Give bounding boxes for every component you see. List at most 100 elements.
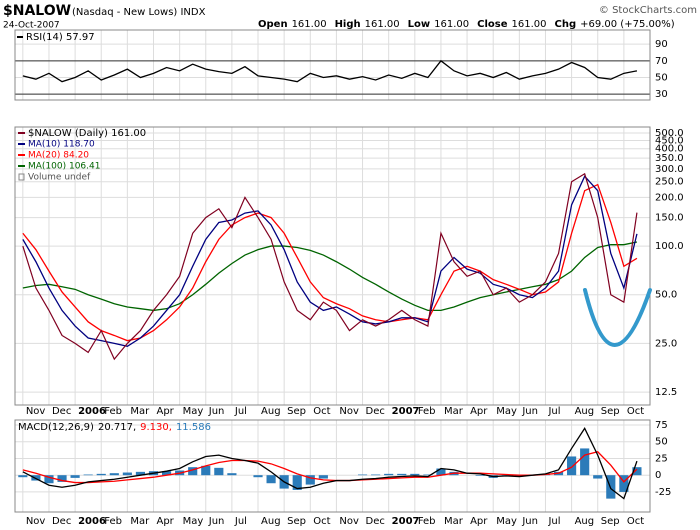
x-tick-label: Jun — [208, 516, 225, 527]
x-tick-label: 2007 — [392, 406, 420, 417]
y-tick-label: 30 — [655, 89, 668, 100]
histogram-bar — [475, 475, 485, 476]
legend-entry: $NALOW (Daily) 161.00 — [28, 128, 146, 139]
histogram-bar — [44, 475, 54, 484]
quote-value: +69.00 (+75.00%) — [580, 19, 675, 30]
x-tick-label: Dec — [52, 516, 71, 527]
x-tick-label: Jun — [521, 406, 538, 417]
histogram-bar — [266, 475, 276, 484]
histogram-bar — [580, 448, 590, 476]
quote-value: 161.00 — [434, 19, 469, 30]
y-tick-label: 12.5 — [655, 387, 677, 398]
quote-label: Close — [477, 19, 508, 30]
x-tick-label: Nov — [26, 406, 46, 417]
histogram-bar — [305, 475, 315, 485]
legend-entry: MA(20) 84.20 — [28, 151, 89, 161]
panel-frame — [14, 126, 651, 406]
annotation-curve — [583, 288, 652, 347]
y-tick-label: 350.0 — [655, 153, 684, 164]
histogram-bar — [423, 474, 433, 476]
histogram-bar — [436, 468, 446, 476]
x-tick-label: May — [183, 516, 204, 527]
symbol: $NALOW — [3, 3, 71, 19]
x-tick-label: Oct — [313, 516, 330, 527]
x-tick-label: Oct — [627, 406, 644, 417]
y-tick-label: -25 — [655, 487, 671, 498]
x-tick-label: Nov — [339, 516, 359, 527]
y-tick-label: 500.0 — [655, 128, 684, 139]
x-tick-label: Jul — [234, 516, 247, 527]
x-tick-label: Aug — [575, 406, 595, 417]
legend-marker — [18, 173, 25, 181]
y-tick-label: 400.0 — [655, 144, 684, 155]
x-tick-label: Mar — [130, 406, 150, 417]
x-tick-label: Dec — [366, 406, 385, 417]
histogram-bar — [109, 473, 119, 476]
histogram-bar — [122, 472, 132, 476]
histogram-bar — [593, 475, 603, 479]
series-line — [22, 427, 638, 500]
histogram-bar — [214, 467, 224, 476]
x-tick-label: Oct — [313, 406, 330, 417]
histogram-bar — [292, 475, 302, 490]
x-tick-label: Jun — [208, 406, 225, 417]
x-tick-label: Mar — [444, 406, 464, 417]
macd-title: MACD(12,26,9) — [18, 422, 94, 433]
y-tick-label: 70 — [655, 56, 668, 67]
x-tick-label: Apr — [470, 406, 488, 417]
histogram-bar — [619, 475, 629, 492]
series-line — [22, 172, 638, 361]
panel-frame — [14, 419, 651, 513]
quote-label: High — [335, 19, 361, 30]
y-tick-label: 50.0 — [655, 290, 677, 301]
quote-label: Chg — [555, 19, 577, 30]
histogram-bar — [83, 474, 93, 476]
x-tick-label: Jul — [234, 406, 247, 417]
x-tick-label: May — [496, 406, 517, 417]
panel-frame — [14, 29, 651, 101]
x-tick-label: Mar — [444, 516, 464, 527]
legend-entry: MA(100) 106.41 — [28, 162, 100, 172]
x-tick-label: Aug — [261, 516, 281, 527]
copyright: © StockCharts.com — [599, 5, 697, 16]
series-line — [22, 59, 638, 83]
x-tick-label: Sep — [287, 406, 306, 417]
histogram-bar — [632, 467, 642, 476]
x-tick-label: Apr — [470, 516, 488, 527]
histogram-bar — [70, 475, 80, 478]
x-tick-label: Jul — [547, 516, 560, 527]
x-tick-label: 2007 — [392, 516, 420, 527]
y-tick-label: 250.0 — [655, 177, 684, 188]
x-tick-label: Sep — [287, 516, 306, 527]
histogram-bar — [357, 474, 368, 476]
quote-value: 161.00 — [512, 19, 547, 30]
x-tick-label: Nov — [26, 516, 46, 527]
quote-value: 161.00 — [292, 19, 327, 30]
date: 24-Oct-2007 — [3, 21, 60, 31]
x-tick-label: Apr — [156, 516, 174, 527]
x-tick-label: Dec — [52, 406, 71, 417]
histogram-bar — [567, 456, 577, 476]
y-tick-label: 100.0 — [655, 241, 684, 252]
x-tick-label: Sep — [601, 406, 620, 417]
x-tick-label: Nov — [339, 406, 359, 417]
y-tick-label: 90 — [655, 39, 668, 50]
y-tick-label: 150.0 — [655, 213, 684, 224]
y-tick-label: 450.0 — [655, 135, 684, 146]
x-tick-label: Mar — [130, 516, 150, 527]
y-tick-label: 300.0 — [655, 164, 684, 175]
y-tick-label: 25.0 — [655, 338, 677, 349]
series-line — [22, 183, 638, 342]
y-tick-label: 50 — [655, 73, 668, 84]
x-tick-label: Feb — [418, 406, 436, 417]
histogram-bar — [318, 475, 328, 479]
histogram-bar — [371, 474, 381, 476]
quote-value: 161.00 — [365, 19, 400, 30]
histogram-bar — [253, 475, 263, 478]
x-tick-label: Feb — [104, 406, 122, 417]
x-tick-label: Aug — [575, 516, 595, 527]
y-tick-label: 50 — [655, 437, 668, 448]
y-tick-label: 0 — [655, 470, 661, 481]
